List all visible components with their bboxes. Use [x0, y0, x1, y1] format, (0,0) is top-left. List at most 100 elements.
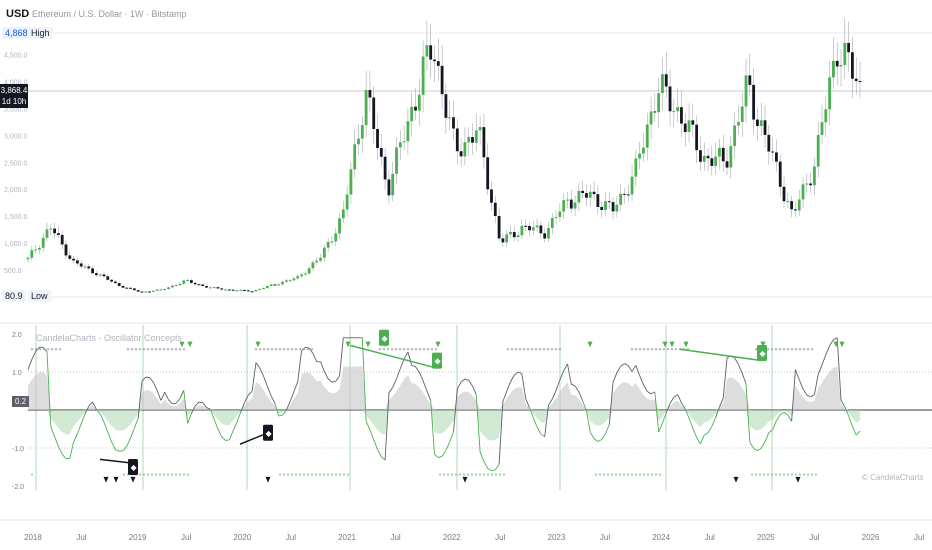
candle-body	[478, 127, 482, 131]
lower-marker-dot	[790, 473, 794, 476]
osc-tick-label: 2.0	[12, 332, 22, 339]
osc-line-segment	[213, 419, 219, 430]
time-axis-label: Jul	[76, 533, 87, 542]
candle-body	[186, 280, 189, 282]
candle-body	[581, 190, 585, 194]
bar-countdown: 1d 10h	[1, 97, 27, 106]
osc-line-segment	[164, 391, 169, 401]
osc-line-segment	[403, 351, 409, 360]
osc-line-segment	[506, 381, 511, 392]
lower-marker-dot	[798, 473, 802, 476]
bullish-triangle	[265, 476, 271, 483]
candle-body	[828, 77, 832, 110]
candle-body	[668, 86, 672, 112]
candle-body	[425, 45, 429, 57]
candle-body	[315, 260, 319, 263]
candle-body	[558, 211, 562, 218]
candle-body	[34, 249, 37, 251]
indicator-title[interactable]: CandelaCharts - Oscillator Concepts	[36, 333, 183, 343]
currency-label[interactable]: USD	[6, 8, 30, 20]
lower-marker-dot	[326, 473, 330, 476]
osc-line-segment	[57, 446, 63, 455]
osc-line-segment	[168, 399, 173, 405]
upper-marker-dot	[146, 348, 150, 351]
lower-marker-dot	[302, 473, 306, 476]
osc-line-segment	[73, 433, 78, 443]
lower-marker-dot	[606, 473, 610, 476]
upper-marker-dot	[642, 348, 646, 351]
osc-line-segment	[715, 407, 720, 418]
candle-body	[326, 241, 330, 248]
osc-line-segment	[779, 411, 785, 415]
candle-body	[759, 120, 763, 126]
upper-marker-dot	[170, 348, 174, 351]
osc-line-segment	[381, 456, 386, 461]
osc-line-segment	[240, 402, 245, 413]
candle-body	[41, 237, 45, 248]
osc-line-segment	[472, 385, 477, 395]
time-axis-label: Jul	[390, 533, 401, 542]
time-axis-label: Jul	[285, 533, 296, 542]
upper-marker-dot	[182, 348, 186, 351]
lower-marker-dot	[466, 473, 470, 476]
osc-line-segment	[69, 441, 75, 459]
candle-body	[64, 244, 68, 256]
candle-body	[387, 179, 391, 196]
candle-body	[174, 285, 178, 287]
watermark: © CandelaCharts	[862, 473, 924, 482]
time-axis-label: 2024	[652, 533, 671, 542]
lower-marker-dot	[634, 473, 638, 476]
candle-body	[771, 151, 775, 153]
osc-line-segment	[711, 417, 717, 427]
osc-line-segment	[753, 447, 758, 451]
candle-body	[193, 282, 197, 285]
upper-marker-dot	[778, 348, 782, 351]
upper-marker-dot	[662, 348, 666, 351]
lower-marker-dot	[638, 473, 642, 476]
lower-marker-dot	[490, 473, 494, 476]
candle-body	[782, 186, 786, 202]
candle-body	[45, 229, 49, 238]
bearish-divergence-line	[349, 344, 438, 369]
upper-marker-dot	[430, 348, 434, 351]
osc-line-segment	[764, 432, 770, 443]
osc-line-segment	[833, 337, 838, 341]
candle-body	[163, 289, 167, 291]
candle-body	[596, 194, 600, 207]
osc-line-segment	[662, 412, 667, 424]
candle-body	[364, 90, 368, 126]
candle-body	[710, 158, 714, 166]
candle-body	[231, 289, 235, 291]
upper-marker-dot	[554, 348, 558, 351]
candle-body	[220, 288, 224, 290]
candle-body	[72, 258, 75, 261]
upper-marker-dot	[178, 348, 182, 351]
upper-marker-dot	[310, 348, 314, 351]
osc-line-segment	[179, 390, 185, 399]
candle-body	[144, 291, 148, 293]
lower-marker-dot	[610, 473, 614, 476]
osc-line-segment	[392, 378, 397, 388]
upper-marker-dot	[806, 348, 810, 351]
osc-tick-label: 1.0	[12, 370, 22, 377]
lower-marker-dot	[770, 473, 774, 476]
candle-body	[201, 284, 205, 286]
time-axis-label: 2022	[442, 533, 461, 542]
candle-body	[695, 124, 699, 151]
osc-line-segment	[61, 454, 67, 459]
candle-body	[402, 141, 406, 143]
candle-body	[531, 227, 535, 231]
upper-marker-dot	[534, 348, 538, 351]
osc-line-segment	[684, 408, 690, 419]
candle-body	[113, 281, 117, 284]
osc-line-segment	[760, 441, 766, 449]
upper-marker-dot	[54, 348, 58, 351]
osc-line-segment	[460, 378, 466, 383]
osc-line-segment	[76, 423, 82, 435]
candle-body	[550, 218, 554, 228]
candle-body	[452, 117, 455, 129]
candle-body	[448, 117, 452, 119]
candle-body	[360, 125, 364, 139]
candle-body	[322, 247, 326, 258]
